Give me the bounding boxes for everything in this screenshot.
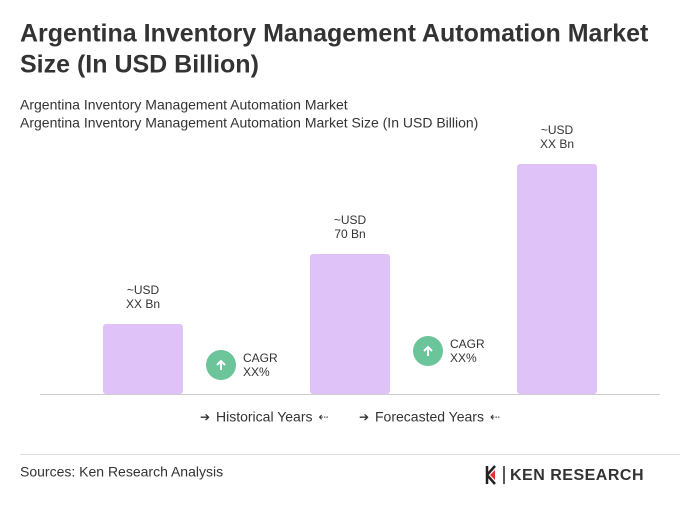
chart-title: Size (In USD Billion) [20,51,259,79]
logo: KEN RESEARCH [485,465,644,485]
value-label: ~USD [541,123,574,137]
value-label: XX Bn [126,297,160,311]
cagr-label: XX% [243,365,270,379]
legend-arrow: ➔ [200,410,210,424]
period-label: Historical Years [216,409,313,425]
cagr-arrow [423,345,433,356]
brand: KEN RESEARCH [510,467,644,484]
legend-arrow: ⇠ [490,410,500,424]
chart-title: Argentina Inventory Management Automatio… [20,20,649,48]
bar [310,254,390,394]
value-label: ~USD [127,283,160,297]
value-label: ~USD [334,213,367,227]
bar [103,324,183,394]
legend-arrow: ➔ [359,410,369,424]
period-label: Forecasted Years [375,409,484,425]
logo-icon [485,465,496,485]
cagr-arrow [216,359,226,370]
legend-arrow: ⇠ [319,410,329,424]
subtitle: Argentina Inventory Management Automatio… [20,97,348,113]
subtitle: Argentina Inventory Management Automatio… [20,115,478,131]
source: Sources: Ken Research Analysis [20,464,223,480]
cagr-label: XX% [450,351,477,365]
value-label: XX Bn [540,137,574,151]
logo-icon [490,470,495,480]
bar [517,164,597,394]
cagr-label: CAGR [243,351,278,365]
cagr-label: CAGR [450,337,485,351]
value-label: 70 Bn [334,227,365,241]
